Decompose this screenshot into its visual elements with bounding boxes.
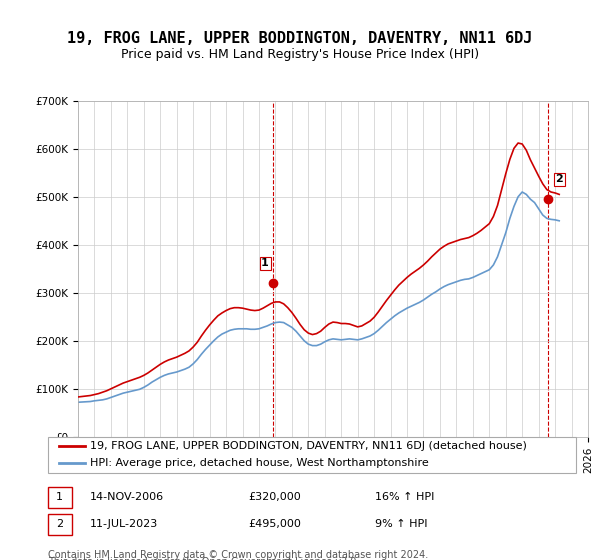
Text: 1: 1: [261, 258, 269, 268]
Text: 9% ↑ HPI: 9% ↑ HPI: [376, 520, 428, 529]
Text: 19, FROG LANE, UPPER BODDINGTON, DAVENTRY, NN11 6DJ (detached house): 19, FROG LANE, UPPER BODDINGTON, DAVENTR…: [90, 441, 527, 451]
Text: £495,000: £495,000: [248, 520, 302, 529]
Text: Price paid vs. HM Land Registry's House Price Index (HPI): Price paid vs. HM Land Registry's House …: [121, 48, 479, 60]
Text: Contains HM Land Registry data © Crown copyright and database right 2024.: Contains HM Land Registry data © Crown c…: [48, 550, 428, 560]
Text: 11-JUL-2023: 11-JUL-2023: [90, 520, 158, 529]
Text: 19, FROG LANE, UPPER BODDINGTON, DAVENTRY, NN11 6DJ: 19, FROG LANE, UPPER BODDINGTON, DAVENTR…: [67, 31, 533, 46]
FancyBboxPatch shape: [48, 437, 576, 473]
Text: 16% ↑ HPI: 16% ↑ HPI: [376, 492, 435, 502]
Text: HPI: Average price, detached house, West Northamptonshire: HPI: Average price, detached house, West…: [90, 458, 429, 468]
Text: 2: 2: [555, 174, 563, 184]
Text: 14-NOV-2006: 14-NOV-2006: [90, 492, 164, 502]
Text: £320,000: £320,000: [248, 492, 301, 502]
FancyBboxPatch shape: [48, 487, 72, 508]
Text: 1: 1: [56, 492, 63, 502]
FancyBboxPatch shape: [48, 514, 72, 535]
Text: This data is licensed under the Open Government Licence v3.0.: This data is licensed under the Open Gov…: [48, 557, 359, 560]
Text: 2: 2: [56, 520, 63, 529]
